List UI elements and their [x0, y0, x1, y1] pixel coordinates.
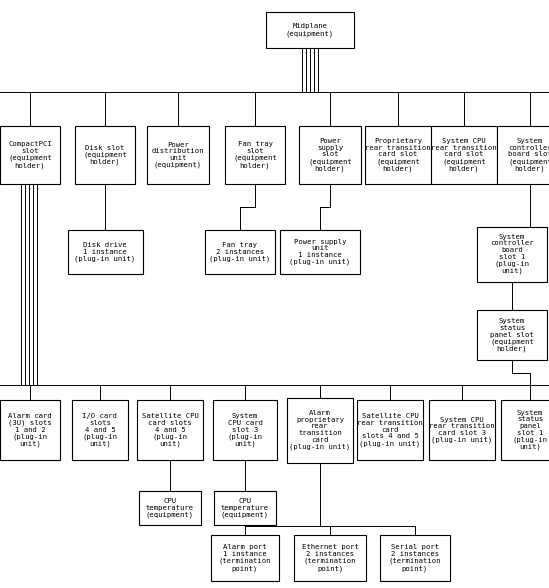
Bar: [0, 400, 60, 460]
Text: Satellite CPU
card slots
4 and 5
(plug-in
unit): Satellite CPU card slots 4 and 5 (plug-i…: [142, 413, 198, 447]
Bar: [365, 126, 431, 184]
Bar: [429, 400, 495, 460]
Bar: [294, 535, 366, 581]
Bar: [280, 230, 360, 274]
Bar: [68, 230, 143, 274]
Text: Fan tray
slot
(equipment
holder): Fan tray slot (equipment holder): [233, 141, 277, 169]
Bar: [299, 126, 361, 184]
Bar: [205, 230, 275, 274]
Text: Power
distribution
unit
(equipment): Power distribution unit (equipment): [152, 142, 204, 168]
Bar: [147, 126, 209, 184]
Bar: [501, 400, 549, 460]
Text: System CPU
rear transition
card slot
(equipment
holder): System CPU rear transition card slot (eq…: [431, 138, 497, 172]
Text: Alarm card
(3U) slots
1 and 2
(plug-in
unit): Alarm card (3U) slots 1 and 2 (plug-in u…: [8, 413, 52, 447]
Text: Ethernet port
2 instances
(termination
point): Ethernet port 2 instances (termination p…: [301, 544, 358, 572]
Text: System
CPU card
slot 3
(plug-in
unit): System CPU card slot 3 (plug-in unit): [227, 413, 262, 447]
Text: Fan tray
2 instances
(plug-in unit): Fan tray 2 instances (plug-in unit): [209, 242, 271, 262]
Bar: [287, 397, 353, 463]
Bar: [497, 126, 549, 184]
Text: System CPU
rear transition
card slot 3
(plug-in unit): System CPU rear transition card slot 3 (…: [429, 417, 495, 443]
Text: System
controller
board
slot 1
(plug-in
unit): System controller board slot 1 (plug-in …: [490, 233, 534, 275]
Bar: [214, 491, 276, 525]
Bar: [225, 126, 285, 184]
Text: Disk slot
(equipment
holder): Disk slot (equipment holder): [83, 145, 127, 165]
Bar: [477, 310, 547, 360]
Bar: [75, 126, 135, 184]
Text: System
status
panel
slot 1
(plug-in
unit): System status panel slot 1 (plug-in unit…: [513, 410, 547, 450]
Bar: [431, 126, 497, 184]
Text: Power supply
unit
1 instance
(plug-in unit): Power supply unit 1 instance (plug-in un…: [289, 239, 351, 265]
Bar: [0, 126, 60, 184]
Text: CompactPCI
slot
(equipment
holder): CompactPCI slot (equipment holder): [8, 141, 52, 169]
Text: Serial port
2 instances
(termination
point): Serial port 2 instances (termination poi…: [389, 544, 441, 572]
Text: CPU
temperature
(equipment): CPU temperature (equipment): [146, 498, 194, 518]
Bar: [357, 400, 423, 460]
Bar: [137, 400, 203, 460]
Text: Alarm
proprietary
rear
transition
card
(plug-in unit): Alarm proprietary rear transition card (…: [289, 410, 351, 450]
Text: Alarm port
1 instance
(termination
point): Alarm port 1 instance (termination point…: [219, 544, 271, 572]
Text: Disk drive
1 instance
(plug-in unit): Disk drive 1 instance (plug-in unit): [74, 242, 136, 262]
Text: Satellite CPU
rear transition
card
slots 4 and 5
(plug-in unit): Satellite CPU rear transition card slots…: [357, 413, 423, 447]
Text: CPU
temperature
(equipment): CPU temperature (equipment): [221, 498, 269, 518]
Text: System
controller
board slot
(equipment
holder): System controller board slot (equipment …: [508, 138, 549, 172]
Bar: [211, 535, 279, 581]
Text: Midplane
(equipment): Midplane (equipment): [286, 24, 334, 36]
Text: System
status
panel slot
(equipment
holder): System status panel slot (equipment hold…: [490, 318, 534, 352]
Bar: [213, 400, 277, 460]
Bar: [266, 12, 354, 48]
Bar: [139, 491, 201, 525]
Text: Proprietary
rear transition
card slot
(equipment
holder): Proprietary rear transition card slot (e…: [365, 138, 431, 172]
Text: Power
supply
slot
(equipment
holder): Power supply slot (equipment holder): [308, 138, 352, 172]
Text: I/O card
slots
4 and 5
(plug-in
unit): I/O card slots 4 and 5 (plug-in unit): [82, 413, 117, 447]
Bar: [72, 400, 128, 460]
Bar: [477, 226, 547, 282]
Bar: [380, 535, 450, 581]
